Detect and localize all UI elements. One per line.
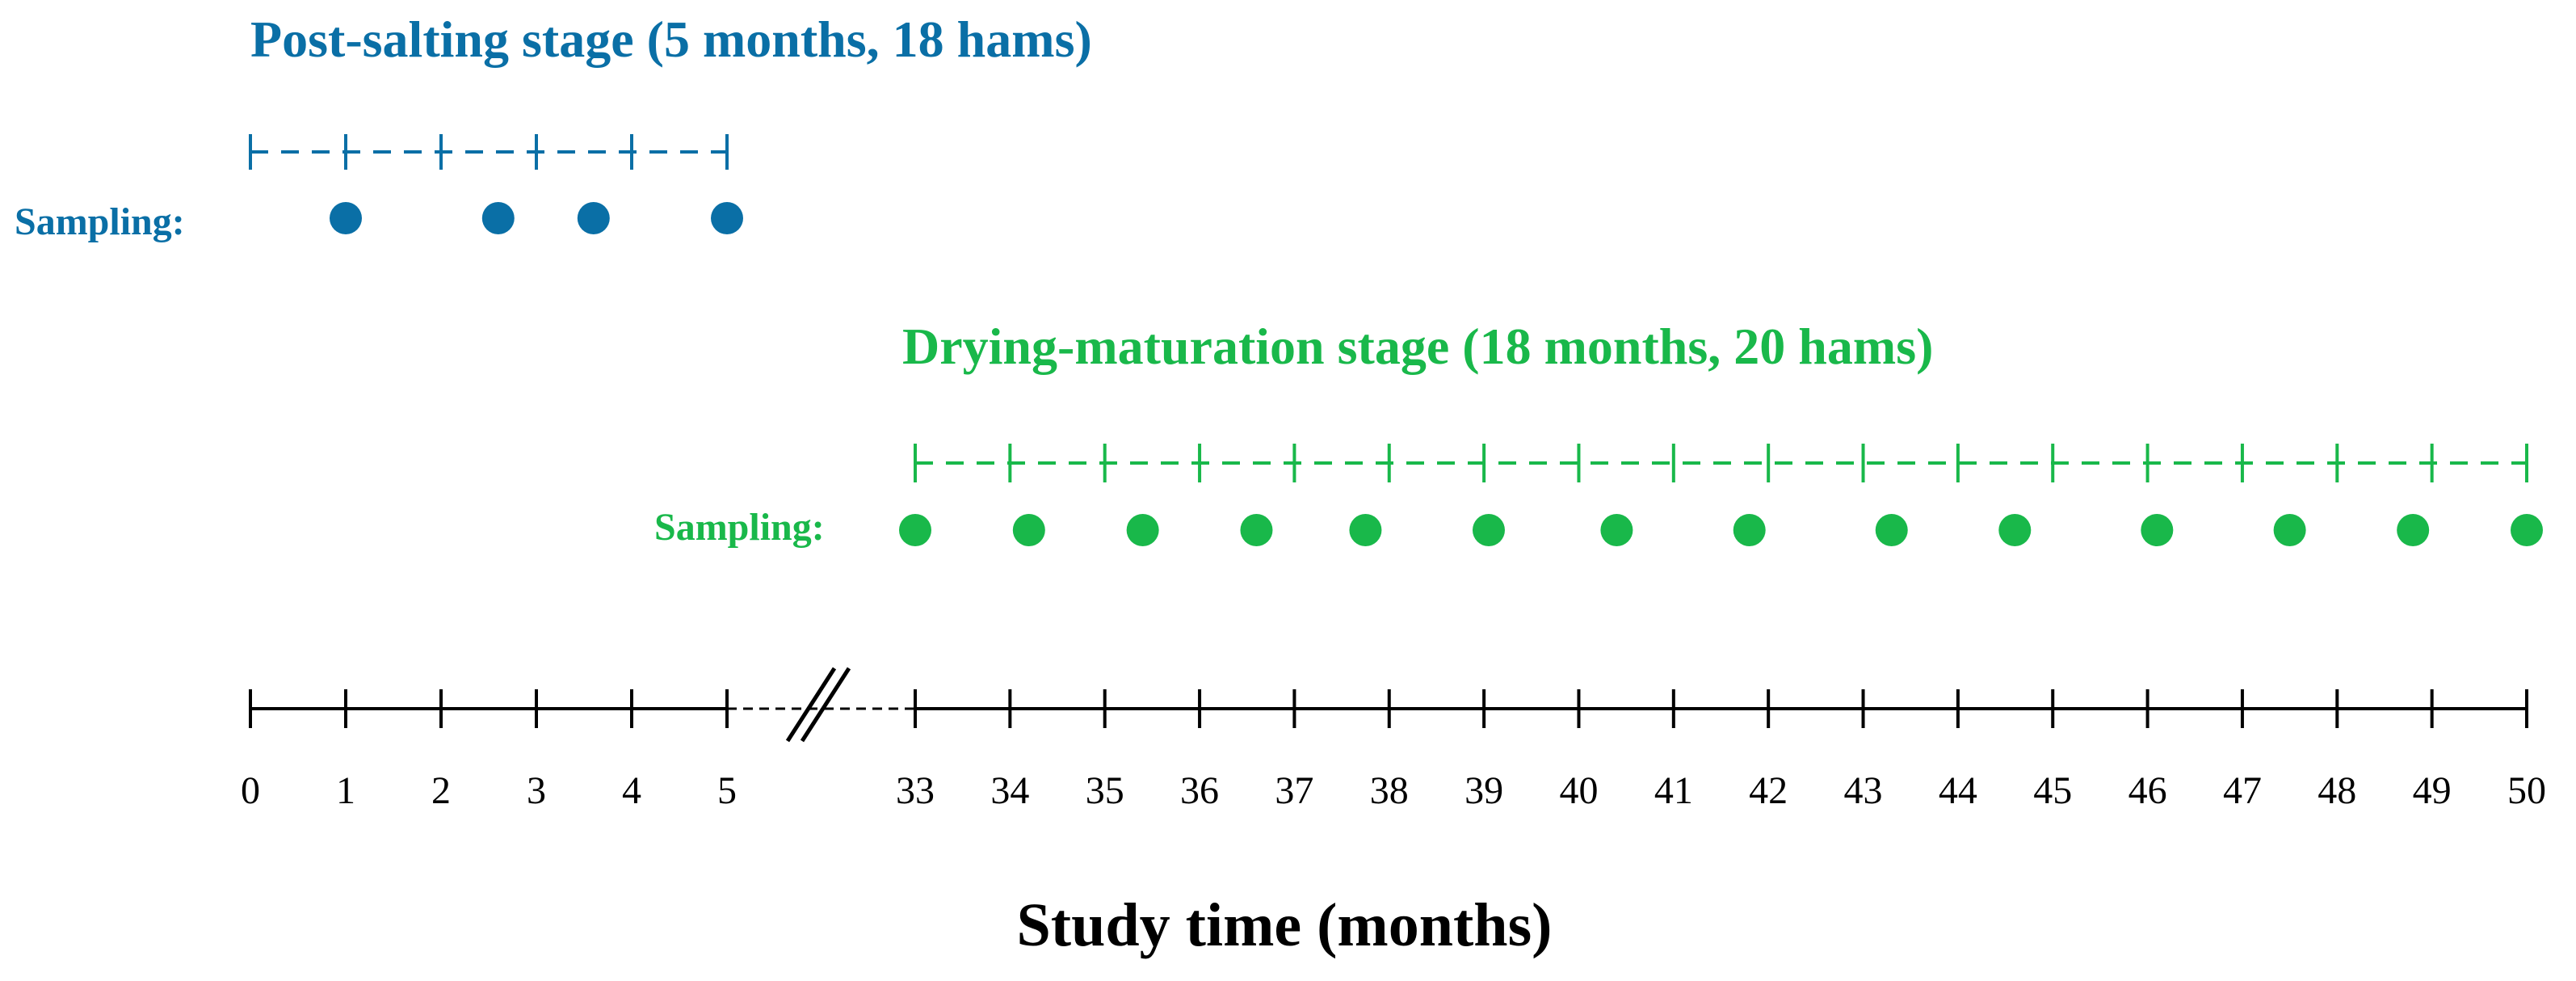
study-time-axis: 0 1 2 3 4 5 33 34 35 36 37 38 39 40 41 42 43 44 45 46 47 48 49… xyxy=(241,667,2546,812)
axis-tick-label: 36 xyxy=(1180,769,1219,812)
drying-sample-dot xyxy=(1600,514,1633,546)
axis-tick-label: 46 xyxy=(2128,769,2167,812)
axis-tick-label: 4 xyxy=(622,769,641,812)
axis-tick-label: 38 xyxy=(1370,769,1409,812)
axis-tick-label: 40 xyxy=(1559,769,1598,812)
axis-tick-label: 49 xyxy=(2413,769,2452,812)
axis-title: Study time (months) xyxy=(1017,891,1553,959)
axis-tick-label: 44 xyxy=(1939,769,1977,812)
drying-sample-dot xyxy=(1349,514,1382,546)
post-salting-timeline xyxy=(249,134,743,234)
axis-tick-label: 1 xyxy=(336,769,355,812)
axis-tick-label: 35 xyxy=(1086,769,1124,812)
axis-tick-label: 47 xyxy=(2223,769,2262,812)
drying-sample-dot xyxy=(899,514,931,546)
axis-tick-label: 3 xyxy=(527,769,546,812)
axis-tick-label: 43 xyxy=(1844,769,1883,812)
axis-tick-label: 0 xyxy=(241,769,260,812)
axis-tick-label: 33 xyxy=(896,769,935,812)
drying-sample-dot xyxy=(1240,514,1273,546)
post-salting-sample-dot xyxy=(711,202,743,234)
axis-tick-label: 2 xyxy=(431,769,451,812)
drying-sample-dot xyxy=(2397,514,2430,546)
axis-tick-label: 42 xyxy=(1749,769,1788,812)
post-salting-sample-dot xyxy=(330,202,362,234)
axis-tick-label: 48 xyxy=(2318,769,2356,812)
drying-sample-dot xyxy=(2273,514,2306,546)
drying-sample-dot xyxy=(1733,514,1766,546)
post-salting-sampling-label: Sampling: xyxy=(15,200,185,243)
drying-sample-dot xyxy=(1012,514,1045,546)
axis-break-mark xyxy=(785,667,837,743)
axis-tick-label: 41 xyxy=(1654,769,1693,812)
axis-break-mark xyxy=(800,667,851,743)
drying-sample-dot xyxy=(1126,514,1159,546)
drying-sample-dot xyxy=(1472,514,1505,546)
drying-sample-dot xyxy=(1875,514,1908,546)
drying-maturation-title: Drying-maturation stage (18 months, 20 h… xyxy=(902,318,1933,375)
axis-tick-label: 39 xyxy=(1464,769,1503,812)
drying-sample-dot xyxy=(2511,514,2543,546)
axis-tick-label: 5 xyxy=(717,769,737,812)
drying-sample-dot xyxy=(2141,514,2174,546)
post-salting-title: Post-salting stage (5 months, 18 hams) xyxy=(250,11,1092,68)
drying-maturation-timeline xyxy=(899,444,2543,546)
post-salting-sample-dot xyxy=(577,202,610,234)
drying-sampling-label: Sampling: xyxy=(654,506,825,549)
post-salting-sample-dot xyxy=(481,202,515,234)
axis-tick-label: 34 xyxy=(990,769,1029,812)
axis-tick-label: 37 xyxy=(1275,769,1313,812)
axis-tick-label: 45 xyxy=(2033,769,2072,812)
drying-sample-dot xyxy=(1998,514,2032,546)
axis-tick-label: 50 xyxy=(2507,769,2546,812)
